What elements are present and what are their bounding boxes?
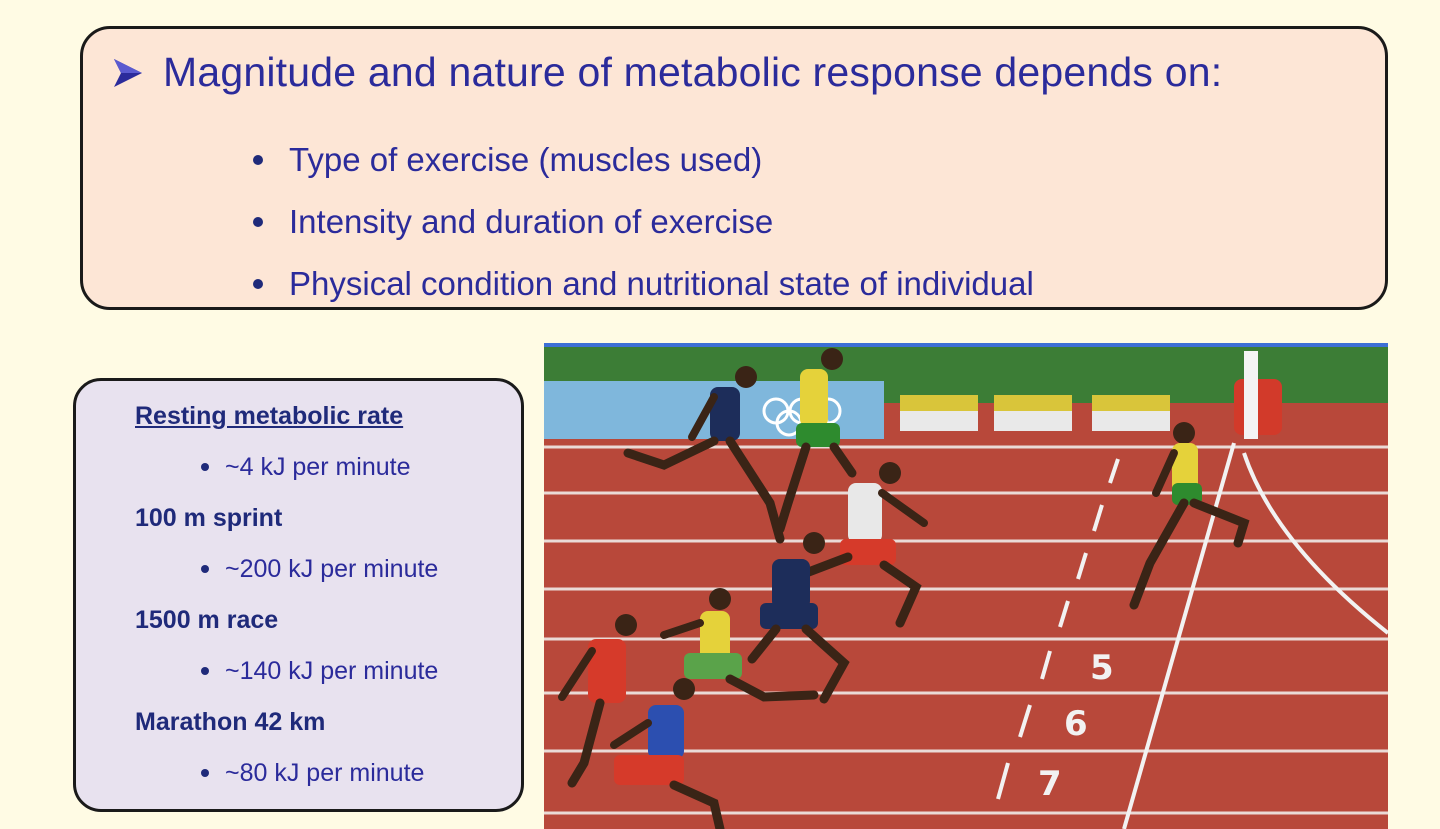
runner — [1129, 422, 1250, 610]
rate-value: ~200 kJ per minute — [135, 543, 438, 595]
runner — [801, 462, 928, 628]
runner — [747, 532, 850, 704]
flower-planters — [900, 395, 1170, 431]
bullet-dot-icon — [253, 155, 263, 165]
rate-value-text: ~4 kJ per minute — [225, 453, 411, 481]
rate-value-text: ~140 kJ per minute — [225, 657, 439, 685]
list-item-text: Intensity and duration of exercise — [289, 203, 774, 240]
lane-lines — [544, 445, 1388, 815]
rate-label: 100 m sprint — [135, 504, 283, 532]
metabolic-rates-list: Resting metabolic rate ~4 kJ per minute … — [135, 391, 438, 799]
rate-value-text: ~200 kJ per minute — [225, 555, 439, 583]
metabolic-rates-box: Resting metabolic rate ~4 kJ per minute … — [73, 378, 524, 812]
list-item: Physical condition and nutritional state… — [253, 253, 1034, 315]
bullet-dot-icon — [201, 769, 209, 777]
runner — [558, 614, 637, 788]
bullet-dot-icon — [253, 279, 263, 289]
list-item: Type of exercise (muscles used) — [253, 129, 1034, 191]
lane-number: 6 — [1064, 704, 1088, 744]
list-item: Intensity and duration of exercise — [253, 191, 1034, 253]
factor-list: Type of exercise (muscles used) Intensit… — [253, 129, 1034, 315]
sprint-race-photo: 5 6 7 — [544, 343, 1388, 829]
runner — [610, 678, 725, 829]
track-markers — [996, 458, 1120, 800]
rate-value: ~80 kJ per minute — [135, 747, 438, 799]
rate-label: Marathon 42 km — [135, 708, 326, 736]
lane-number: 5 — [1090, 648, 1114, 688]
rate-value: ~140 kJ per minute — [135, 645, 438, 697]
runner — [660, 588, 819, 702]
list-item-text: Type of exercise (muscles used) — [289, 141, 763, 178]
sprint-race-illustration: 5 6 7 — [544, 343, 1388, 829]
rate-value-text: ~80 kJ per minute — [225, 759, 425, 787]
lane-number: 7 — [1038, 764, 1062, 804]
bullet-dot-icon — [253, 217, 263, 227]
list-item-text: Physical condition and nutritional state… — [289, 265, 1034, 302]
running-track — [544, 439, 1388, 829]
bullet-dot-icon — [201, 565, 209, 573]
rate-value: ~4 kJ per minute — [135, 441, 438, 493]
bullet-dot-icon — [201, 463, 209, 471]
content-box: Magnitude and nature of metabolic respon… — [80, 26, 1388, 310]
heading-row: Magnitude and nature of metabolic respon… — [111, 49, 1222, 96]
rate-label: Resting metabolic rate — [135, 402, 404, 430]
slide-heading: Magnitude and nature of metabolic respon… — [163, 49, 1223, 95]
arrow-bullet-icon — [114, 58, 142, 87]
bullet-dot-icon — [201, 667, 209, 675]
rate-label: 1500 m race — [135, 606, 279, 634]
runner — [775, 348, 857, 534]
